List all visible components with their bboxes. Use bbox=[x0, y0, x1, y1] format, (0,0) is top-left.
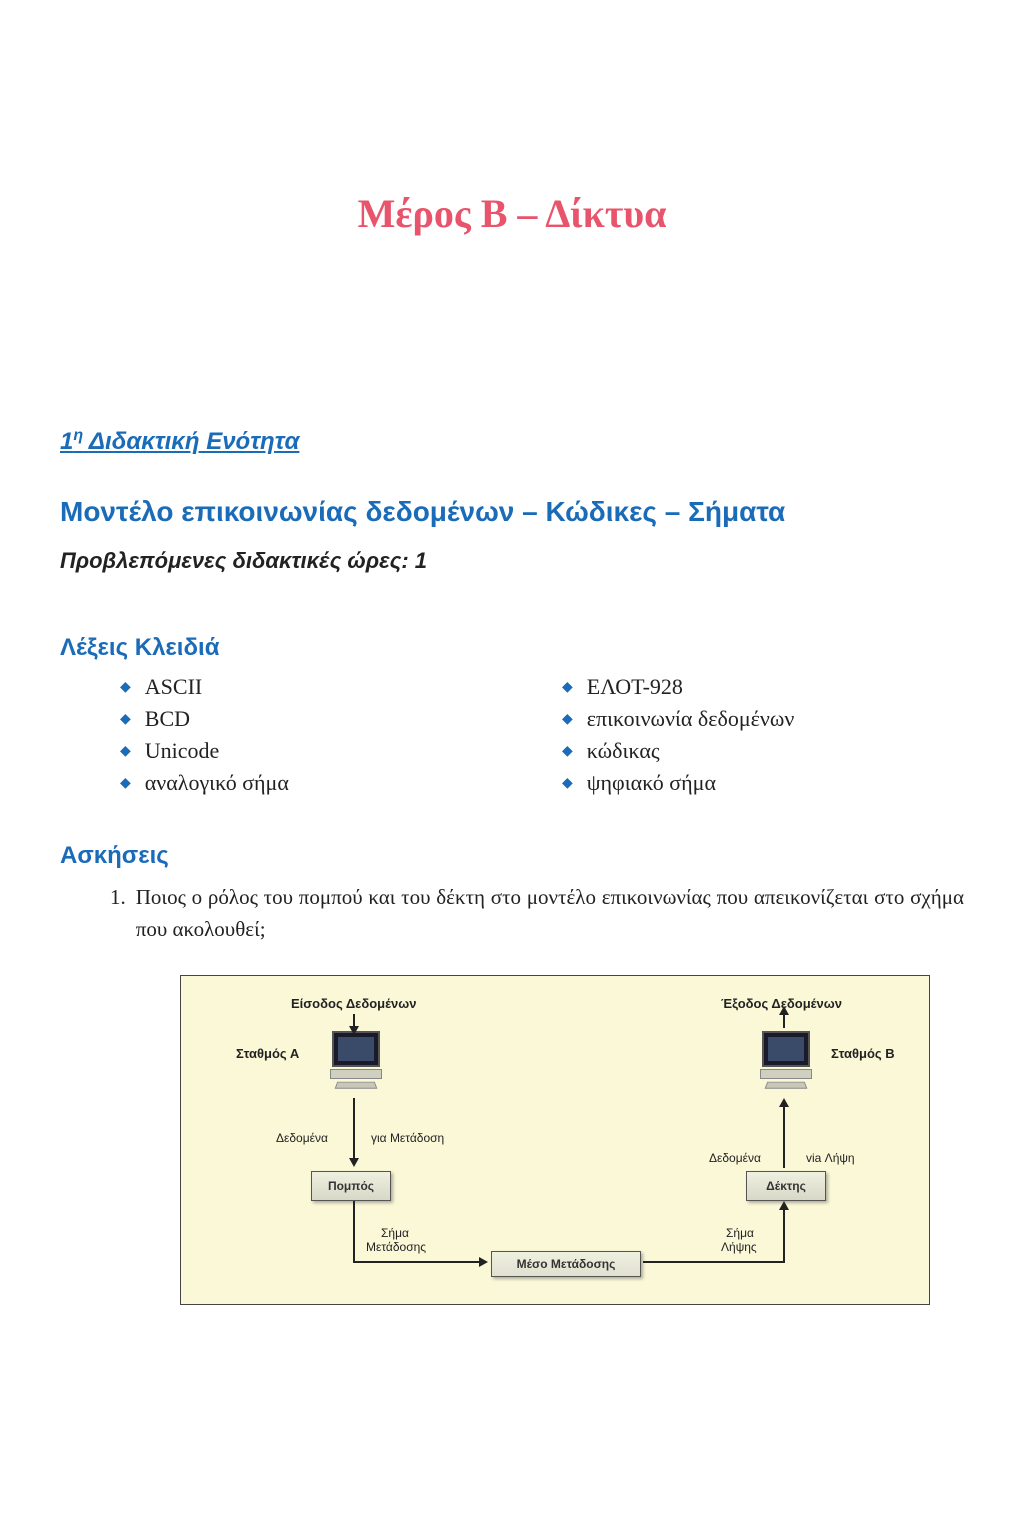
label-input-data: Είσοδος Δεδομένων bbox=[291, 996, 416, 1011]
keyword-item: ◆ ψηφιακό σήμα bbox=[562, 770, 964, 796]
label-signal-tx: Σήμα bbox=[381, 1226, 409, 1240]
keyword-item: ◆ ASCII bbox=[120, 674, 522, 700]
label-data-a: Δεδομένα bbox=[276, 1131, 328, 1145]
diamond-icon: ◆ bbox=[120, 775, 131, 792]
label-for-rx: via Λήψη bbox=[806, 1151, 855, 1165]
arrow-line bbox=[353, 1261, 481, 1263]
keywords-right-column: ◆ ΕΛΟΤ-928 ◆ επικοινωνία δεδομένων ◆ κώδικα… bbox=[562, 674, 964, 802]
unit-heading: 1η Διδακτική Ενότητα bbox=[60, 427, 964, 456]
keyword-item: ◆ ΕΛΟΤ-928 bbox=[562, 674, 964, 700]
diamond-icon: ◆ bbox=[562, 679, 573, 696]
keyword-text: BCD bbox=[145, 706, 190, 732]
arrow-line bbox=[353, 1098, 355, 1160]
keyword-text: αναλογικό σήμα bbox=[145, 770, 289, 796]
keyword-text: ΕΛΟΤ-928 bbox=[587, 674, 683, 700]
keywords-container: ◆ ASCII ◆ BCD ◆ Unicode ◆ αναλογικό σήμα ◆ ΕΛ… bbox=[60, 674, 964, 802]
arrow-head-icon bbox=[779, 1098, 789, 1107]
label-for-tx: για Μετάδοση bbox=[371, 1131, 444, 1145]
keyword-item: ◆ επικοινωνία δεδομένων bbox=[562, 706, 964, 732]
arrow-head-icon bbox=[349, 1158, 359, 1167]
exercise-item: 1. Ποιος ο ρόλος του πομπού και του δέκτ… bbox=[110, 882, 964, 945]
keywords-left-column: ◆ ASCII ◆ BCD ◆ Unicode ◆ αναλογικό σήμα bbox=[120, 674, 522, 802]
label-signal-rx-2: Λήψης bbox=[721, 1240, 757, 1254]
subtitle: Μοντέλο επικοινωνίας δεδομένων – Κώδικες… bbox=[60, 496, 964, 528]
keyword-item: ◆ κώδικας bbox=[562, 738, 964, 764]
label-station-b: Σταθμός Β bbox=[831, 1046, 895, 1061]
diamond-icon: ◆ bbox=[562, 711, 573, 728]
arrow-line bbox=[643, 1261, 783, 1263]
exercise-list: 1. Ποιος ο ρόλος του πομπού και του δέκτ… bbox=[60, 882, 964, 945]
arrow-head-icon bbox=[479, 1257, 488, 1267]
keywords-heading: Λέξεις Κλειδιά bbox=[60, 634, 964, 662]
keyword-item: ◆ αναλογικό σήμα bbox=[120, 770, 522, 796]
keyword-item: ◆ Unicode bbox=[120, 738, 522, 764]
unit-number: 1 bbox=[60, 428, 73, 455]
transmitter-box: Πομπός bbox=[311, 1171, 391, 1201]
arrow-line bbox=[783, 1209, 785, 1263]
keyword-text: επικοινωνία δεδομένων bbox=[587, 706, 795, 732]
diamond-icon: ◆ bbox=[120, 679, 131, 696]
diamond-icon: ◆ bbox=[120, 743, 131, 760]
medium-box: Μέσο Μετάδοσης bbox=[491, 1251, 641, 1277]
diagram-container: Είσοδος Δεδομένων Έξοδος Δεδομένων Σταθμ… bbox=[180, 975, 904, 1305]
diamond-icon: ◆ bbox=[562, 743, 573, 760]
keyword-text: κώδικας bbox=[587, 738, 660, 764]
arrow-line bbox=[353, 1201, 355, 1261]
arrow-head-icon bbox=[779, 1201, 789, 1210]
computer-b-icon bbox=[756, 1031, 816, 1091]
exercise-text: Ποιος ο ρόλος του πομπού και του δέκτη σ… bbox=[136, 882, 964, 945]
label-data-b: Δεδομένα bbox=[709, 1151, 761, 1165]
receiver-box: Δέκτης bbox=[746, 1171, 826, 1201]
diamond-icon: ◆ bbox=[562, 775, 573, 792]
arrow-head-icon bbox=[779, 1006, 789, 1015]
label-signal-tx-2: Μετάδοσης bbox=[366, 1240, 426, 1254]
keyword-text: ASCII bbox=[145, 674, 202, 700]
label-station-a: Σταθμός Α bbox=[236, 1046, 299, 1061]
keyword-item: ◆ BCD bbox=[120, 706, 522, 732]
main-title: Μέρος Β – Δίκτυα bbox=[60, 190, 964, 237]
unit-sup: η bbox=[73, 427, 83, 444]
exercise-number: 1. bbox=[110, 882, 126, 945]
keyword-text: Unicode bbox=[145, 738, 220, 764]
keyword-text: ψηφιακό σήμα bbox=[587, 770, 716, 796]
hours-info: Προβλεπόμενες διδακτικές ώρες: 1 bbox=[60, 548, 964, 574]
unit-label: Διδακτική Ενότητα bbox=[89, 428, 299, 455]
arrow-line bbox=[783, 1014, 785, 1028]
exercises-heading: Ασκήσεις bbox=[60, 842, 964, 870]
diamond-icon: ◆ bbox=[120, 711, 131, 728]
arrow-head-icon bbox=[349, 1026, 359, 1035]
label-signal-rx: Σήμα bbox=[726, 1226, 754, 1240]
arrow-line bbox=[783, 1106, 785, 1168]
communication-diagram: Είσοδος Δεδομένων Έξοδος Δεδομένων Σταθμ… bbox=[180, 975, 930, 1305]
computer-a-icon bbox=[326, 1031, 386, 1091]
